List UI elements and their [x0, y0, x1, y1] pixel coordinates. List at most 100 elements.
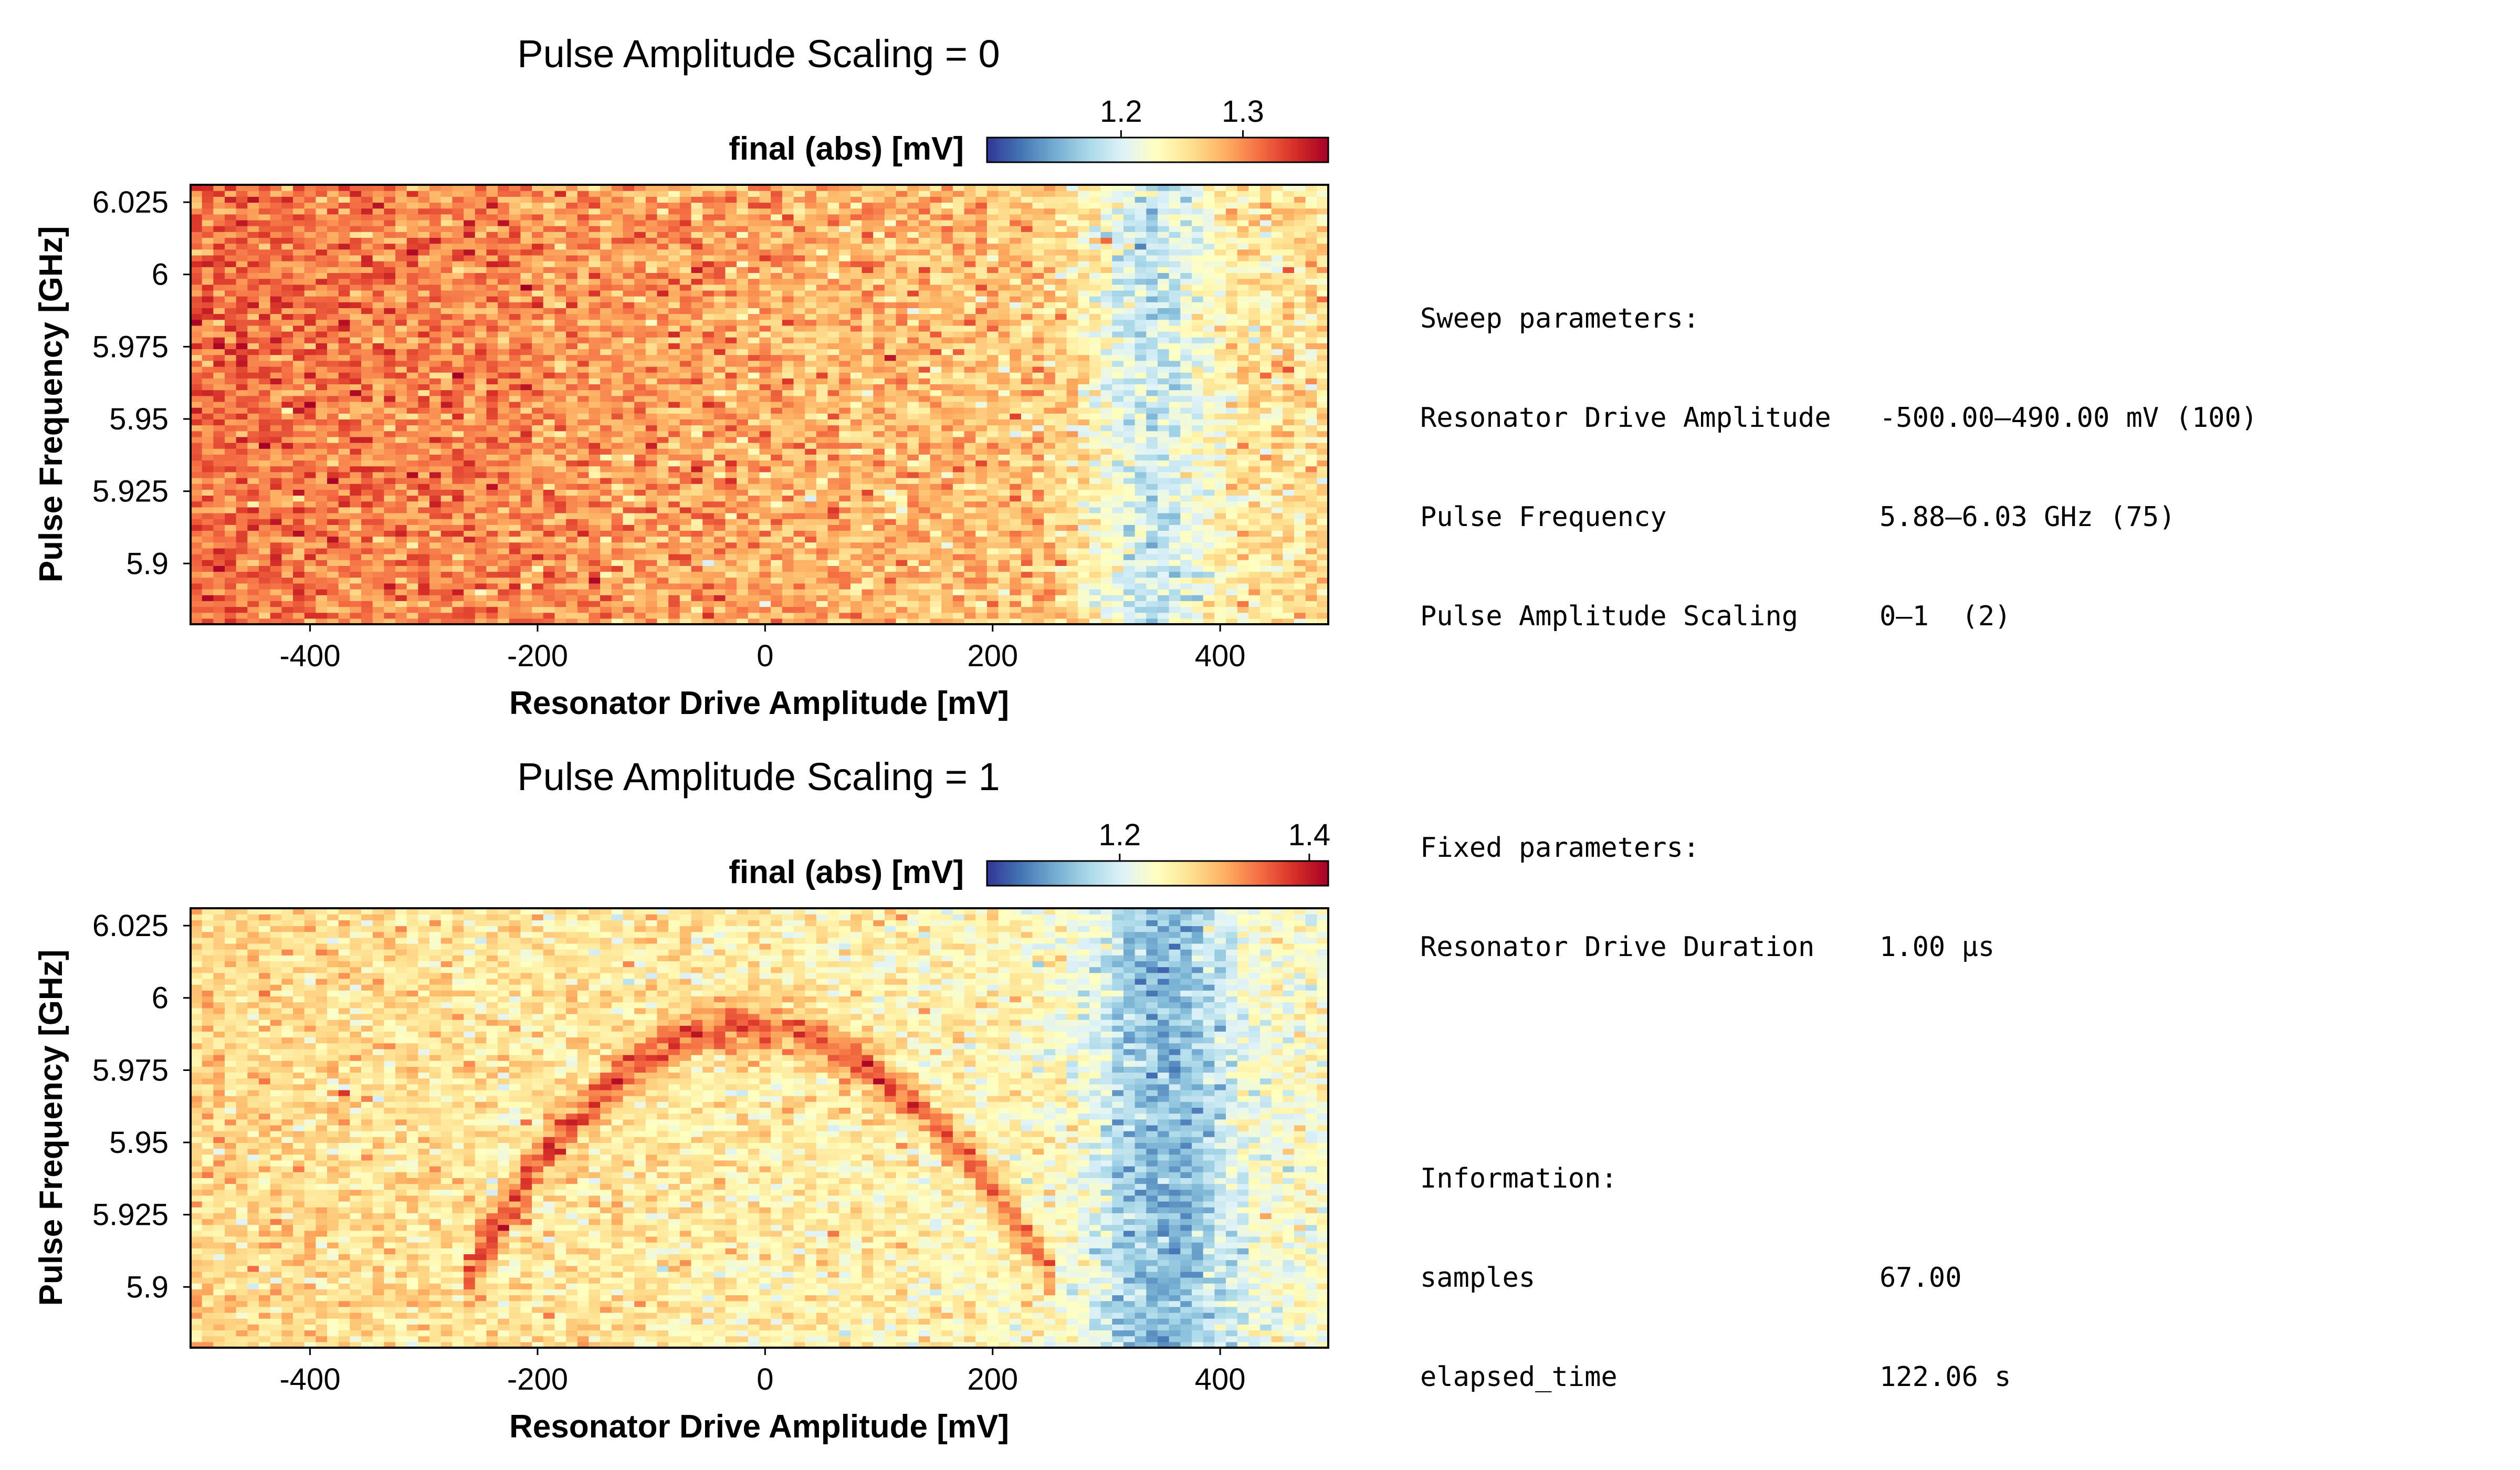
heatmap-cell — [1180, 425, 1192, 432]
heatmap-cell — [907, 583, 919, 590]
heatmap-cell — [1305, 583, 1317, 590]
heatmap-cell — [259, 413, 271, 419]
heatmap-cell — [1089, 354, 1101, 361]
heatmap-cell — [361, 360, 373, 367]
heatmap-cell — [907, 612, 919, 619]
heatmap-cell — [725, 390, 737, 396]
heatmap-cell — [247, 501, 259, 508]
heatmap-cell — [657, 436, 669, 443]
heatmap-cell — [759, 454, 771, 461]
heatmap-cell — [1248, 471, 1261, 478]
heatmap-cell — [395, 454, 407, 461]
heatmap-cell — [395, 331, 407, 338]
heatmap-cell — [623, 548, 635, 554]
heatmap-cell — [247, 512, 259, 519]
heatmap-cell — [225, 577, 237, 584]
heatmap-cell — [304, 384, 316, 391]
heatmap-cell — [372, 512, 384, 519]
heatmap-cell — [213, 560, 225, 566]
heatmap-cell — [1225, 401, 1238, 408]
heatmap-cell — [713, 454, 726, 461]
heatmap-cell — [429, 430, 442, 437]
heatmap-cell — [577, 372, 590, 379]
heatmap-cell — [384, 360, 396, 367]
heatmap-cell — [361, 384, 373, 391]
heatmap-cell — [191, 413, 203, 419]
heatmap-cell — [964, 384, 976, 391]
heatmap-cell — [191, 489, 203, 496]
heatmap-cell — [509, 542, 521, 549]
heatmap-cell — [350, 460, 362, 467]
heatmap-cell — [827, 478, 839, 484]
heatmap-cell — [316, 524, 328, 531]
heatmap-cell — [623, 460, 635, 467]
heatmap-cell — [600, 360, 612, 367]
heatmap-cell — [793, 536, 805, 543]
heatmap-cell — [1317, 589, 1329, 595]
heatmap-cell — [577, 343, 590, 350]
heatmap-cell — [1294, 372, 1306, 379]
heatmap-cell — [839, 401, 851, 408]
heatmap-cell — [827, 331, 839, 338]
heatmap-cell — [1169, 454, 1181, 461]
heatmap-cell — [225, 512, 237, 519]
heatmap-cell — [566, 354, 578, 361]
heatmap-cell — [247, 495, 259, 502]
heatmap-cell — [384, 536, 396, 543]
heatmap-cell — [486, 612, 498, 619]
heatmap-cell — [1157, 560, 1170, 566]
heatmap-cell — [611, 395, 624, 402]
heatmap-cell — [384, 436, 396, 443]
heatmap-cell — [509, 519, 521, 525]
heatmap-cell — [1078, 565, 1090, 572]
heatmap-cell — [1123, 407, 1136, 414]
heatmap-cell — [406, 419, 418, 426]
heatmap-cell — [611, 601, 624, 607]
heatmap-cell — [577, 495, 590, 502]
heatmap-cell — [827, 413, 839, 419]
heatmap-cell — [600, 425, 612, 432]
heatmap-cell — [691, 524, 703, 531]
heatmap-cell — [509, 554, 521, 560]
heatmap-cell — [395, 443, 407, 449]
heatmap-cell — [566, 501, 578, 508]
heatmap-cell — [1078, 589, 1090, 595]
heatmap-cell — [475, 601, 487, 607]
heatmap-cell — [1089, 577, 1101, 584]
heatmap-cell — [839, 413, 851, 419]
heatmap-cell — [748, 354, 760, 361]
heatmap-cell — [1271, 443, 1283, 449]
heatmap-cell — [225, 589, 237, 595]
heatmap-cell — [1112, 618, 1124, 625]
heatmap-cell — [1157, 454, 1170, 461]
heatmap-cell — [725, 577, 737, 584]
heatmap-cell — [543, 343, 555, 350]
heatmap-cell — [1100, 489, 1112, 496]
heatmap-cell — [759, 536, 771, 543]
heatmap-cell — [213, 378, 225, 385]
heatmap-cell — [225, 413, 237, 419]
heatmap-cell — [1044, 530, 1056, 537]
heatmap-cell — [304, 571, 316, 578]
heatmap-cell — [327, 331, 339, 338]
heatmap-cell — [225, 384, 237, 391]
heatmap-cell — [361, 419, 373, 426]
heatmap-cell — [862, 571, 874, 578]
heatmap-cell — [566, 466, 578, 472]
heatmap-cell — [725, 460, 737, 467]
heatmap-cell — [338, 542, 350, 549]
heatmap-cell — [350, 331, 362, 338]
heatmap-cell — [1123, 595, 1136, 601]
heatmap-cell — [896, 448, 908, 455]
heatmap-cell — [270, 548, 282, 554]
heatmap-cell — [1294, 495, 1306, 502]
heatmap-cell — [986, 349, 999, 355]
heatmap-cell — [1203, 360, 1215, 367]
panel-top: Pulse Amplitude Scaling = 0 final (abs) … — [33, 32, 1329, 721]
heatmap-cell — [1010, 512, 1022, 519]
heatmap-cell — [1032, 530, 1044, 537]
heatmap-cell — [1305, 448, 1317, 455]
heatmap-cell — [668, 390, 680, 396]
heatmap-cell — [464, 454, 476, 461]
heatmap-cell — [361, 448, 373, 455]
